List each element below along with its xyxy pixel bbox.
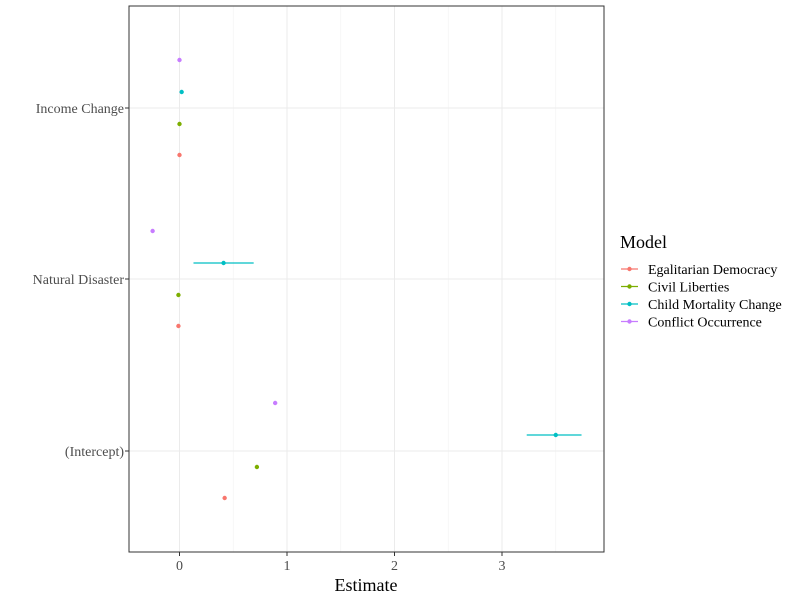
x-tick-label: 1 (284, 559, 291, 574)
y-tick-label: (Intercept) (65, 445, 124, 460)
data-point (553, 432, 558, 438)
x-tick-label: 0 (176, 559, 183, 574)
data-point (272, 400, 278, 406)
data-point (177, 57, 182, 63)
legend-label: Egalitarian Democracy (648, 263, 777, 278)
x-axis-title: Estimate (335, 575, 398, 595)
data-point (221, 260, 226, 266)
data-marks (150, 57, 582, 501)
y-tick-label: Income Change (36, 102, 124, 117)
legend-key-point (627, 266, 632, 272)
legend-key-point (627, 284, 632, 289)
legend: Model Egalitarian Democracy Civil Liberti… (620, 232, 782, 331)
legend-title: Model (620, 232, 667, 252)
axes: 0 1 2 3 Income Change Natural Disaster (Interc… (33, 102, 506, 574)
y-tick-label: Natural Disaster (33, 273, 125, 288)
x-tick-label: 3 (499, 559, 506, 574)
legend-label: Civil Liberties (648, 281, 729, 296)
data-point (254, 464, 260, 470)
data-point (176, 323, 181, 329)
data-point (177, 152, 182, 158)
x-tick-label: 2 (391, 559, 398, 574)
data-point (222, 495, 227, 501)
data-point (176, 292, 181, 298)
data-point (150, 228, 155, 234)
legend-key-point (627, 301, 632, 307)
data-point (177, 121, 182, 127)
legend-key-point (627, 319, 632, 324)
grid-lines (129, 6, 604, 552)
data-point (179, 89, 184, 95)
legend-label: Child Mortality Change (648, 298, 782, 313)
legend-label: Conflict Occurrence (648, 316, 762, 331)
